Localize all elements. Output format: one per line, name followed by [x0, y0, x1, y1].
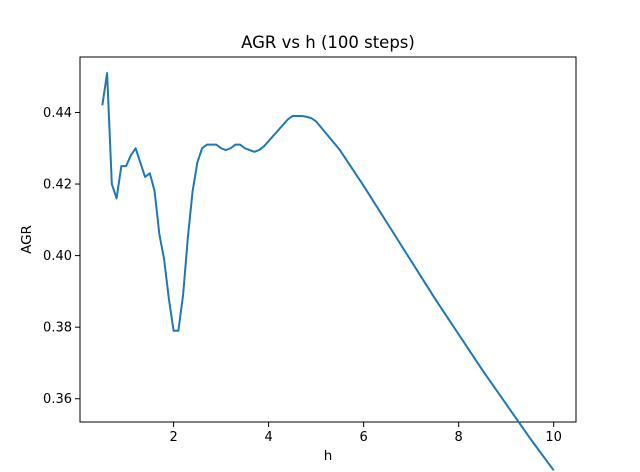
- y-tick-label: 0.40: [43, 249, 72, 264]
- y-tick-label: 0.38: [43, 321, 72, 336]
- x-tick-label: 6: [359, 430, 367, 445]
- x-tick-label: 4: [264, 430, 272, 445]
- y-tick-label: 0.36: [43, 392, 72, 407]
- chart-title: AGR vs h (100 steps): [241, 33, 415, 52]
- x-axis-label: h: [324, 448, 333, 464]
- x-axis: 2 4 6 8 10: [169, 422, 562, 445]
- plot-frame: [79, 56, 577, 423]
- series-line: [101, 72, 555, 471]
- x-tick-label: 10: [545, 430, 562, 445]
- y-axis: 0.36 0.38 0.40 0.42 0.44: [43, 106, 80, 407]
- y-axis-label: AGR: [19, 225, 35, 254]
- x-tick-label: 8: [455, 430, 463, 445]
- x-tick-label: 2: [169, 430, 177, 445]
- y-tick-label: 0.42: [43, 178, 72, 193]
- y-tick-label: 0.44: [43, 106, 72, 121]
